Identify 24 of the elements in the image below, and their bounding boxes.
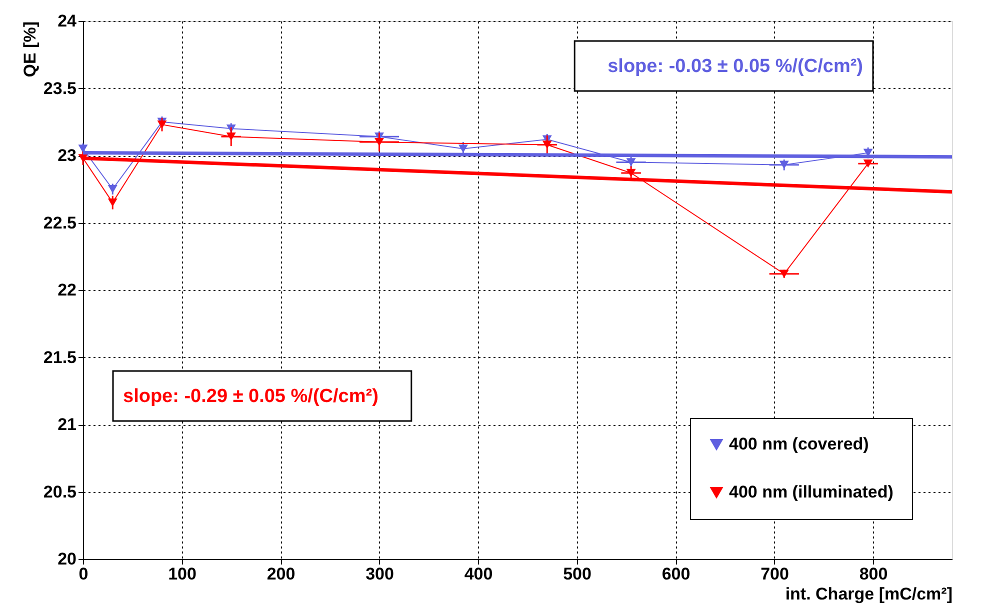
x-tick-label: 400 <box>464 564 493 584</box>
annotation: slope: -0.29 ± 0.05 %/(C/cm²) <box>123 386 378 407</box>
y-tick-label: 21.5 <box>43 348 76 367</box>
x-tick-label: 100 <box>168 564 196 584</box>
annotation: slope: -0.03 ± 0.05 %/(C/cm²) <box>608 56 863 77</box>
x-tick-label: 600 <box>662 564 690 584</box>
y-tick-label: 20.5 <box>43 482 76 502</box>
y-tick-label: 23.5 <box>43 78 76 98</box>
y-tick-label: 20 <box>58 550 76 568</box>
legend-label: 400 nm (covered) <box>729 434 869 454</box>
y-tick-label: 22 <box>58 280 76 300</box>
y-axis-title: QE [%] <box>20 22 40 78</box>
x-tick-label: 700 <box>760 564 789 584</box>
x-tick-label: 500 <box>563 564 592 584</box>
x-tick-label: 200 <box>266 564 296 584</box>
legend-label: 400 nm (illuminated) <box>729 482 894 502</box>
x-tick-label: 0 <box>78 564 88 584</box>
x-axis-title: int. Charge [mC/cm²] <box>785 584 952 604</box>
y-tick-label: 21 <box>58 415 76 434</box>
y-tick-label: 24 <box>58 12 78 30</box>
x-tick-label: 300 <box>366 564 394 584</box>
y-tick-label: 23 <box>58 146 76 165</box>
y-tick-label: 22.5 <box>43 213 76 232</box>
x-tick-label: 800 <box>859 564 888 584</box>
